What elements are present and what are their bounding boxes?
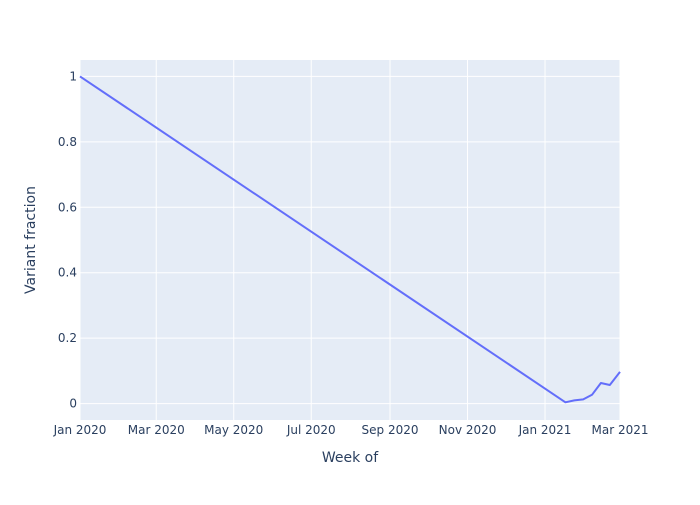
x-axis-ticks: Jan 2020 Mar 2020 May 2020 Jul 2020 Sep 2020…	[53, 423, 649, 437]
x-tick-label: Sep 2020	[362, 423, 419, 437]
y-axis-title: Variant fraction	[23, 186, 39, 294]
x-tick-label: Jan 2020	[53, 423, 107, 437]
x-axis-title: Week of	[322, 450, 379, 466]
grid	[79, 60, 621, 420]
x-tick-label: Nov 2020	[439, 423, 497, 437]
x-tick-label: May 2020	[204, 423, 263, 437]
series-layer	[79, 75, 621, 404]
x-tick-label: Jul 2020	[286, 423, 336, 437]
x-tick-label: Jan 2021	[518, 423, 572, 437]
y-tick-label: 0.4	[58, 266, 77, 280]
y-tick-label: 0.8	[58, 135, 77, 149]
x-tick-label: Mar 2021	[592, 423, 649, 437]
y-axis-ticks: 0 0.2 0.4 0.6 0.8 1	[58, 69, 77, 410]
y-tick-label: 0.6	[58, 200, 77, 214]
series-line	[79, 75, 621, 404]
y-tick-label: 0	[69, 397, 77, 411]
x-tick-label: Mar 2020	[128, 423, 185, 437]
plot-area	[80, 60, 620, 420]
y-tick-label: 0.2	[58, 331, 77, 345]
y-tick-label: 1	[69, 69, 77, 83]
